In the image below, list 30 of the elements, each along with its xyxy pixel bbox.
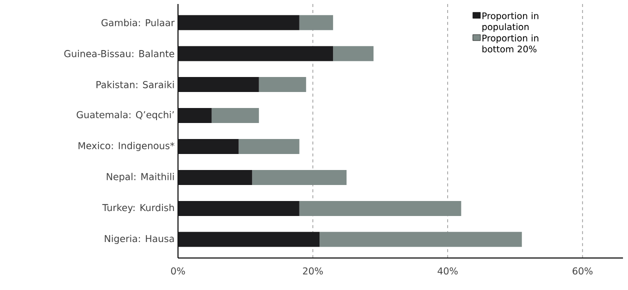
x-tick-label: 20%	[303, 267, 323, 275]
y-tick-label: Turkey: Kurdish	[102, 204, 174, 214]
legend-label: Proportion in population	[482, 12, 538, 32]
y-tick-label: Gambia: Pulaar	[102, 18, 175, 26]
bar	[178, 46, 334, 62]
y-tick-label: Pakistan: Saraiki	[96, 80, 174, 88]
x-tick-label: 0%	[171, 267, 185, 275]
y-tick-label: Mexico: Indigenous*	[78, 142, 174, 152]
bar	[178, 15, 300, 30]
y-tick-label: Guinea-Bissau: Balante	[64, 50, 174, 58]
bar	[212, 108, 259, 124]
bar	[178, 170, 252, 185]
legend-label: Proportion in bottom 20%	[482, 34, 538, 52]
bar	[299, 15, 334, 30]
bar	[333, 46, 374, 62]
bar	[258, 77, 306, 92]
bar	[252, 170, 347, 185]
y-tick-label: Nigeria: Hausa	[104, 234, 174, 244]
y-tick-label: Guatemala: Q’eqchi’	[76, 110, 174, 120]
bar	[178, 200, 300, 216]
bar	[299, 200, 462, 216]
bar	[320, 232, 522, 247]
bar	[238, 138, 300, 154]
x-tick-label: 40%	[438, 267, 458, 275]
bar	[178, 138, 239, 154]
bar	[178, 108, 212, 124]
y-tick-label: Nepal: Maithili	[106, 172, 174, 182]
bar	[178, 232, 320, 247]
x-tick-label: 60%	[572, 267, 593, 275]
bar	[178, 77, 259, 92]
